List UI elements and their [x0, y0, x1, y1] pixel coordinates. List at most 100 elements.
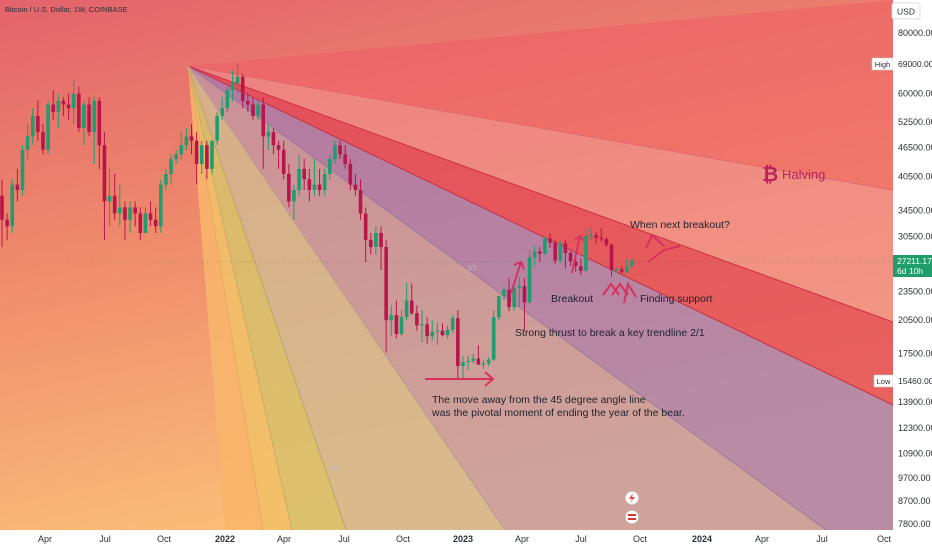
candle-down [0, 195, 4, 220]
candle-down [276, 145, 281, 150]
candle-down [573, 261, 578, 267]
candle-up [179, 145, 184, 155]
candle-up [107, 195, 112, 202]
gann-fan: 1/1 1/2 [187, 0, 894, 531]
time-axis-background [0, 530, 932, 550]
candle-down [51, 104, 56, 113]
candle-up [184, 136, 189, 146]
currency-badge-box[interactable] [891, 2, 921, 20]
price-tick-label: 46500.00 [898, 142, 932, 152]
candle-up [614, 269, 619, 271]
time-tick-label: Apr [755, 534, 769, 544]
candle-down [281, 149, 286, 174]
high-tag: High [875, 60, 890, 69]
candle-up [420, 324, 424, 326]
candle-down [246, 100, 250, 105]
chart-title: Bitcoin / U.S. Dollar, 1W, COINBASE [5, 5, 128, 14]
price-tick-label: 52500.00 [898, 117, 932, 127]
candle-down [194, 140, 199, 164]
time-tick-label: Oct [157, 534, 172, 544]
candle-down [205, 145, 209, 169]
candle-down [153, 219, 158, 227]
candle-up [25, 136, 30, 150]
price-tick-label: 17500.00 [898, 349, 932, 359]
candle-up [210, 140, 214, 169]
candle-up [256, 104, 260, 116]
candle-down [522, 286, 527, 303]
low-marker: Low 15460.00 [873, 374, 932, 388]
high-value-box [893, 58, 932, 70]
candle-down [507, 289, 511, 308]
candle-down [66, 104, 71, 109]
candle-down [189, 136, 194, 141]
time-tick-label: 2023 [453, 534, 473, 544]
candle-up [169, 159, 173, 174]
current-price-box [893, 255, 932, 277]
annotations: When next breakout? Breakout Finding sup… [425, 219, 730, 419]
candle-down [302, 168, 306, 180]
fan-line-5 [187, 65, 506, 531]
time-tick-label: Jul [338, 534, 350, 544]
candle-up [10, 184, 15, 227]
time-axis[interactable]: Apr Jul Oct 2022 Apr Jul Oct 2023 Apr Jul Oct 2024 A… [38, 534, 892, 544]
candle-up [404, 300, 409, 318]
candle-down [317, 184, 322, 191]
current-price-marker: 27211.17 6d 10h [893, 255, 932, 277]
candle-down [548, 238, 552, 243]
candle-up [491, 317, 496, 360]
candle-up [461, 362, 465, 366]
annotation-strong-thrust: Strong thrust to break a key trendline 2… [515, 327, 705, 339]
halving-label: Halving [782, 167, 825, 182]
candle-down [287, 173, 291, 202]
candle-up [328, 159, 332, 174]
candle-down [384, 247, 388, 321]
candle-down [240, 76, 245, 101]
candle-down [112, 195, 117, 214]
price-axis[interactable]: 80000.00 60000.00 52500.00 46500.00 40500.00… [898, 28, 932, 529]
arrow-strong-thrust [510, 260, 525, 294]
candle-up [266, 132, 271, 137]
candle-up [486, 359, 491, 364]
annotation-breakout: Breakout [551, 293, 593, 305]
price-tick-label: 20500.00 [898, 315, 932, 325]
candle-down [440, 330, 445, 336]
candle-up [56, 100, 61, 113]
price-tick-label: 9700.00 [898, 473, 931, 483]
halving-marker[interactable]: ₿ Halving [762, 164, 825, 186]
candle-up [466, 360, 470, 363]
candle-up [46, 104, 50, 150]
currency-badge: USD [897, 7, 915, 17]
fan-label-1x2: 1/2 [330, 466, 340, 473]
candle-down [261, 104, 266, 137]
candle-down [599, 237, 604, 240]
fan-line-8 [187, 65, 264, 531]
event-icons[interactable] [625, 491, 639, 524]
candle-up [230, 83, 235, 91]
candle-up [589, 235, 593, 237]
candle-up [374, 232, 378, 248]
candle-up [71, 93, 76, 109]
time-tick-label: Jul [99, 534, 111, 544]
arrows-support [602, 281, 637, 304]
price-tick-label: 7800.00 [898, 519, 931, 529]
current-price-countdown: 6d 10h [897, 266, 923, 276]
price-tick-label: 12300.00 [898, 423, 932, 433]
candle-up [558, 243, 563, 261]
candle-up [502, 289, 506, 296]
candle-down [394, 315, 399, 335]
arrow-breakout [571, 234, 585, 274]
candle-up [82, 104, 86, 128]
annotation-bear-line2: was the pivotal moment of ending the yea… [431, 407, 685, 419]
high-value: 69000.00 [898, 59, 932, 69]
fan-line-2 [187, 65, 894, 323]
price-tick-label: 8700.00 [898, 496, 931, 506]
fan-line-4 [187, 65, 827, 531]
candle-down [338, 145, 342, 155]
candle-down [133, 207, 137, 214]
candle-down [148, 213, 153, 220]
candle-up [399, 317, 404, 335]
candle-down [358, 190, 363, 214]
flag-stripe [628, 516, 636, 518]
